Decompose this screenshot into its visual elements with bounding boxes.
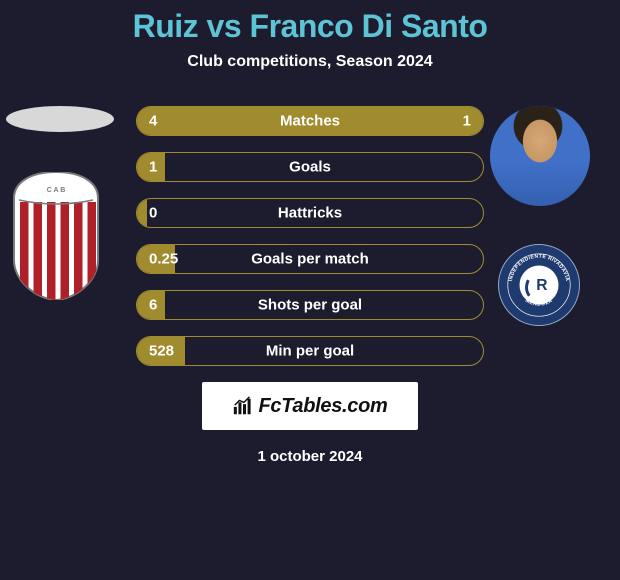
page-title: Ruiz vs Franco Di Santo (0, 8, 620, 45)
bar-value-left: 6 (149, 297, 157, 314)
bar-value-left: 0 (149, 205, 157, 222)
bar-value-left: 528 (149, 343, 174, 360)
avatar-placeholder-left (6, 106, 114, 132)
bar-value-left: 0.25 (149, 251, 178, 268)
stat-row: Min per goal 528 (136, 336, 484, 366)
source-badge: FcTables.com (202, 382, 418, 430)
bar-value-left: 4 (149, 113, 157, 130)
bar-fill-left (137, 107, 414, 135)
stat-row: Shots per goal 6 (136, 290, 484, 320)
bar-label: Matches (280, 113, 340, 130)
page-subtitle: Club competitions, Season 2024 (0, 53, 620, 71)
bar-label: Min per goal (266, 343, 354, 360)
stat-row: Matches 4 1 (136, 106, 484, 136)
right-player-column: INDEPENDIENTE RIVADAVIA MENDOZA R (490, 106, 590, 326)
svg-text:R: R (536, 277, 547, 294)
stat-row: Hattricks 0 (136, 198, 484, 228)
avatar-right (490, 106, 590, 206)
source-badge-text: FcTables.com (232, 395, 387, 418)
bar-fill-right (414, 107, 483, 135)
source-label: FcTables.com (258, 395, 387, 418)
club-crest-left: C A B (6, 172, 106, 300)
date-label: 1 october 2024 (0, 448, 620, 465)
stat-row: Goals 1 (136, 152, 484, 182)
bar-label: Shots per goal (258, 297, 362, 314)
main-area: C A B INDEPENDIENTE RIVADAVIA MENDOZA (0, 106, 620, 366)
stat-row: Goals per match 0.25 (136, 244, 484, 274)
bar-label: Goals (289, 159, 331, 176)
club-crest-right: INDEPENDIENTE RIVADAVIA MENDOZA R (498, 244, 580, 326)
shield-icon: C A B (6, 172, 106, 300)
bar-label: Hattricks (278, 205, 342, 222)
circle-crest-icon: INDEPENDIENTE RIVADAVIA MENDOZA R (499, 245, 579, 325)
bar-fill-left (137, 199, 147, 227)
left-player-column: C A B (6, 106, 114, 300)
bar-label: Goals per match (251, 251, 369, 268)
stat-bars: Matches 4 1 Goals 1 Hattricks 0 Goals per match… (136, 106, 484, 366)
infographic-root: Ruiz vs Franco Di Santo Club competition… (0, 0, 620, 580)
bar-value-right: 1 (463, 113, 471, 130)
svg-text:C A B: C A B (47, 187, 66, 194)
bar-value-left: 1 (149, 159, 157, 176)
chart-icon (232, 395, 254, 417)
